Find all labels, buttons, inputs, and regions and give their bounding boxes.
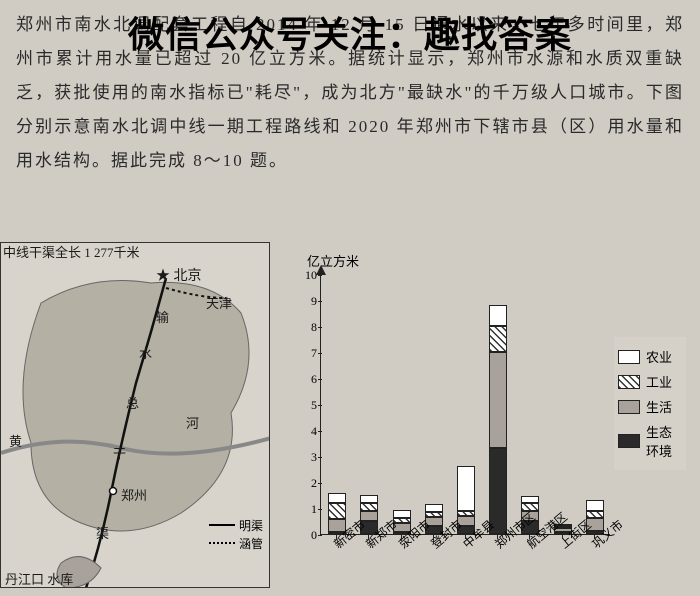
water-usage-chart: 亿立方米 农业工业生活生态环境 012345678910新密市新郑市荥阳市登封市… (285, 247, 690, 587)
map-label-shui: 水 (139, 343, 152, 362)
y-tick-mark (318, 405, 322, 406)
map-label-shu: 输 (156, 307, 169, 326)
chart-legend: 农业工业生活生态环境 (614, 337, 686, 470)
bar-segment-agri (489, 305, 507, 326)
legend-swatch-eco (618, 434, 640, 448)
y-tick-label: 6 (299, 372, 317, 387)
y-tick-label: 3 (299, 450, 317, 465)
legend-label: 生活 (646, 397, 672, 416)
bar-segment-ind (489, 326, 507, 352)
bar-segment-agri (425, 504, 443, 512)
bar-segment-eco (489, 448, 507, 534)
bar-segment-agri (586, 500, 604, 510)
map-legend-culvert-label: 涵管 (239, 535, 263, 552)
bar-segment-agri (457, 466, 475, 510)
legend-swatch-agri (618, 350, 640, 364)
y-tick-mark (318, 457, 322, 458)
map-label-he: 河 (186, 413, 199, 432)
bar-group (489, 305, 507, 534)
y-tick-label: 4 (299, 424, 317, 439)
x-tick-mark (497, 535, 498, 539)
map-panel: 中线干渠全长 1 277千米 ★ 北京 天津 输 水 总 干 渠 黄 河 郑州 … (0, 242, 270, 588)
legend-row-life: 生活 (618, 397, 682, 416)
y-tick-mark (318, 353, 322, 354)
bar-segment-agri (328, 493, 346, 503)
y-tick-mark (318, 301, 322, 302)
map-label-gan: 干 (113, 443, 126, 462)
y-tick-label: 5 (299, 398, 317, 413)
legend-row-agri: 农业 (618, 347, 682, 366)
legend-label: 农业 (646, 347, 672, 366)
y-tick-mark (318, 431, 322, 432)
map-label-huang: 黄 (9, 431, 22, 450)
y-tick-mark (318, 535, 322, 536)
legend-row-ind: 工业 (618, 372, 682, 391)
figure-area: 中线干渠全长 1 277千米 ★ 北京 天津 输 水 总 干 渠 黄 河 郑州 … (0, 242, 700, 592)
legend-label: 生态环境 (646, 422, 682, 460)
legend-label: 工业 (646, 372, 672, 391)
y-tick-label: 8 (299, 320, 317, 335)
map-label-qu: 渠 (96, 523, 109, 542)
bar-segment-agri (360, 495, 378, 503)
map-label-zong: 总 (126, 393, 139, 412)
map-legend-open: 明渠 (209, 516, 263, 534)
chart-plot-area (320, 275, 610, 535)
map-legend-culvert: 涵管 (209, 534, 263, 552)
y-tick-label: 0 (299, 528, 317, 543)
y-tick-mark (318, 327, 322, 328)
map-label-tianjin: 天津 (206, 293, 232, 312)
x-tick-mark (529, 535, 530, 539)
x-tick-mark (562, 535, 563, 539)
question-paragraph: 郑州市南水北调配套工程自 2014 年 12 月 15 日通水以来，七年多时间里… (0, 0, 700, 182)
bar-segment-ind (328, 503, 346, 519)
line-icon (209, 524, 235, 526)
x-tick-mark (401, 535, 402, 539)
y-tick-label: 1 (299, 502, 317, 517)
map-legend-open-label: 明渠 (239, 517, 263, 534)
y-tick-mark (318, 509, 322, 510)
y-tick-label: 2 (299, 476, 317, 491)
y-tick-label: 9 (299, 294, 317, 309)
bar-segment-life (360, 511, 378, 521)
x-tick-mark (594, 535, 595, 539)
map-legend: 明渠 涵管 (209, 516, 263, 552)
map-note-length: 中线干渠全长 1 277千米 (3, 245, 140, 261)
x-tick-mark (433, 535, 434, 539)
legend-swatch-ind (618, 375, 640, 389)
y-tick-mark (318, 379, 322, 380)
bar-segment-ind (586, 511, 604, 519)
legend-swatch-life (618, 400, 640, 414)
x-tick-mark (465, 535, 466, 539)
map-label-zhengzhou: 郑州 (121, 485, 147, 504)
dash-icon (209, 542, 235, 544)
legend-row-eco: 生态环境 (618, 422, 682, 460)
y-tick-label: 7 (299, 346, 317, 361)
y-tick-label: 10 (299, 268, 317, 283)
bar-segment-ind (360, 503, 378, 511)
bar-segment-life (489, 352, 507, 448)
y-tick-mark (318, 275, 322, 276)
x-tick-mark (368, 535, 369, 539)
bar-segment-agri (393, 510, 411, 518)
map-label-danjiangkou: 丹江口 水库 (5, 569, 73, 588)
y-tick-mark (318, 483, 322, 484)
x-tick-mark (336, 535, 337, 539)
map-label-beijing: ★ 北京 (156, 265, 202, 285)
